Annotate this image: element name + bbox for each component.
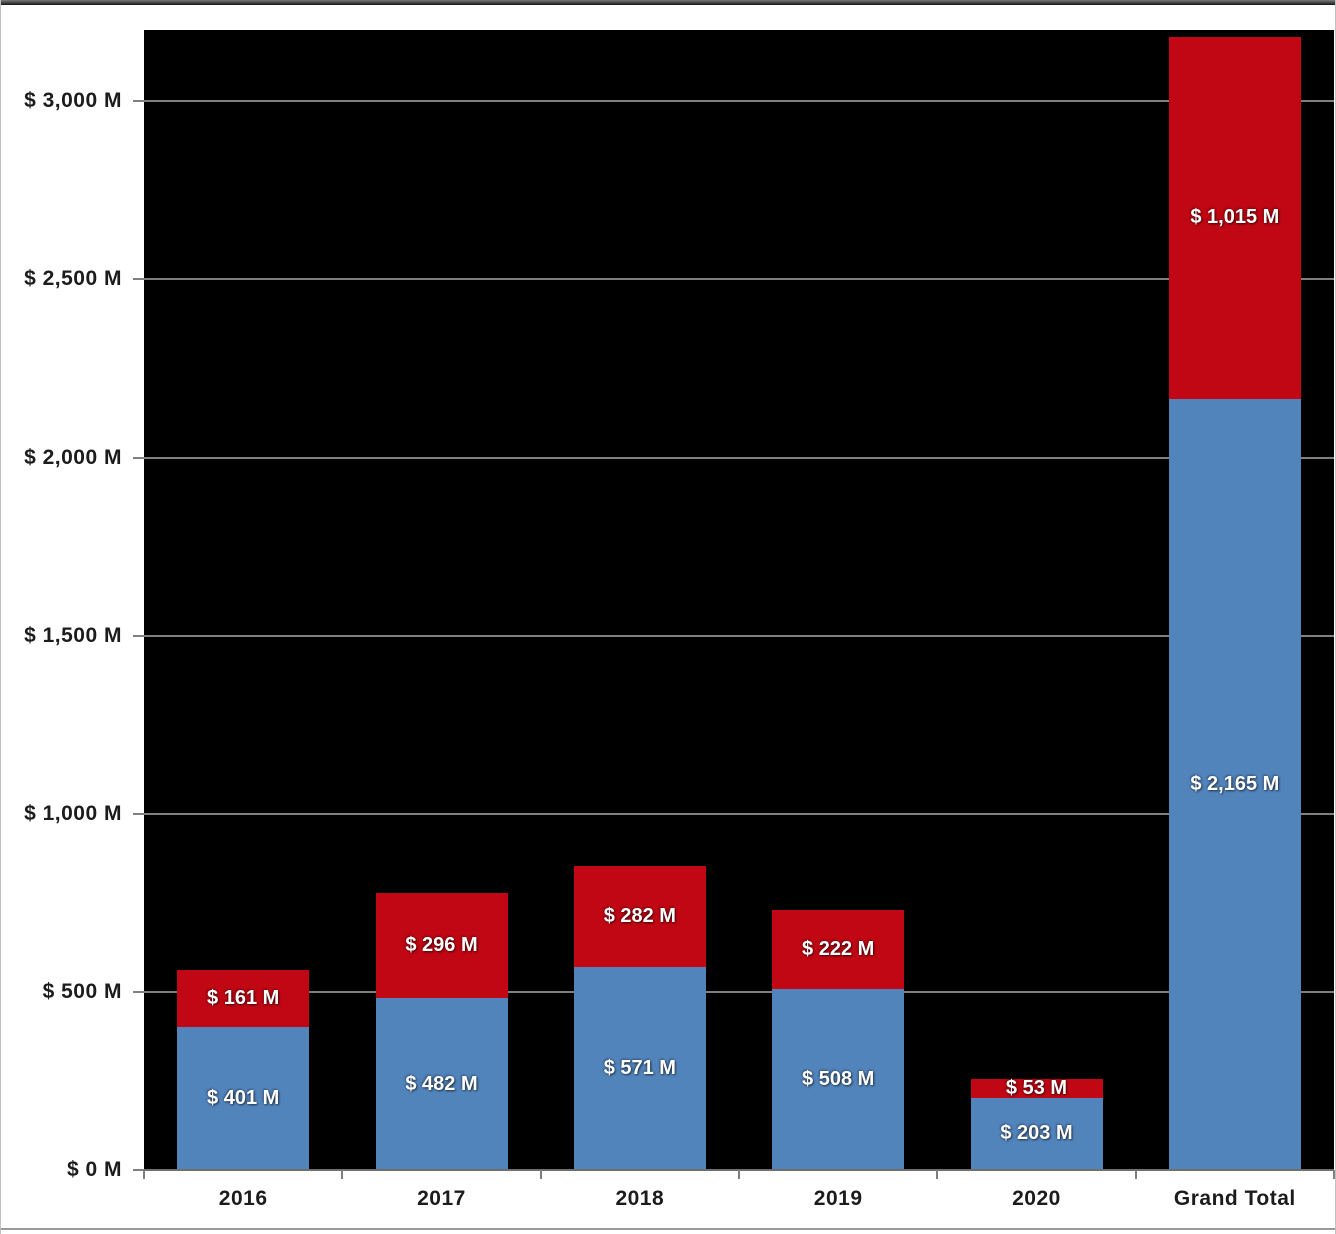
chart-frame-top-edge <box>1 0 1335 5</box>
bar-label: $ 2,165 M <box>1190 772 1280 795</box>
bar-2019-blue-segment: $ 508 M <box>772 989 905 1170</box>
y-tick-2500 <box>133 278 144 281</box>
bar-label: $ 282 M <box>603 904 676 927</box>
gridline-2000 <box>144 456 1334 459</box>
y-axis-label-text: $ 2,000 M <box>24 445 122 469</box>
bar-2020-blue-segment: $ 203 M <box>970 1097 1103 1170</box>
bar-label: $ 161 M <box>207 986 280 1009</box>
bar-grand-total-red-segment: $ 1,015 M <box>1168 37 1301 399</box>
x-axis-label-2019: 2019 <box>739 1184 937 1214</box>
bar-label: $ 53 M <box>1005 1076 1068 1099</box>
y-tick-500 <box>133 990 144 993</box>
x-axis-label-2017: 2017 <box>342 1184 540 1214</box>
y-axis-label-text: $ 1,500 M <box>24 623 122 647</box>
x-axis-label-2020: 2020 <box>937 1184 1135 1214</box>
x-tick-4 <box>936 1170 939 1179</box>
bar-2017-red-segment: $ 296 M <box>375 892 508 999</box>
x-tick-0 <box>143 1170 145 1179</box>
bar-label: $ 203 M <box>1000 1122 1073 1145</box>
x-tick-1 <box>341 1170 344 1179</box>
gridline-500 <box>144 990 1334 993</box>
x-axis-label-2016: 2016 <box>144 1184 342 1214</box>
y-tick-1000 <box>133 812 144 815</box>
gridline-3000 <box>144 100 1334 103</box>
y-axis-label-2000: $ 2,000 M <box>1 443 122 473</box>
x-tick-5 <box>1134 1170 1137 1179</box>
x-axis-label-text: 2019 <box>813 1187 863 1210</box>
y-axis-label-1500: $ 1,500 M <box>1 621 122 651</box>
bar-label: $ 482 M <box>405 1072 478 1095</box>
x-axis-label-grand-total: Grand Total <box>1136 1184 1334 1214</box>
y-tick-3000 <box>133 100 144 103</box>
y-tick-1500 <box>133 634 144 637</box>
x-tick-2 <box>539 1170 542 1179</box>
y-axis-label-text: $ 3,000 M <box>24 89 122 113</box>
bar-label: $ 222 M <box>802 937 875 960</box>
x-axis-label-text: 2017 <box>417 1187 466 1210</box>
y-axis-label-text: $ 0 M <box>66 1158 122 1181</box>
y-axis-label-500: $ 500 M <box>1 977 122 1007</box>
bar-label: $ 1,015 M <box>1190 206 1280 229</box>
bar-2016-red-segment: $ 161 M <box>177 969 310 1028</box>
bar-2019-red-segment: $ 222 M <box>772 909 905 990</box>
y-axis-label-3000: $ 3,000 M <box>1 86 122 116</box>
y-axis-label-2500: $ 2,500 M <box>1 264 122 294</box>
x-tick-6 <box>1333 1170 1335 1179</box>
x-tick-3 <box>738 1170 740 1179</box>
plot-area <box>144 30 1334 1170</box>
y-axis-label-0: $ 0 M <box>1 1155 122 1185</box>
bar-label: $ 508 M <box>802 1068 875 1090</box>
gridline-1500 <box>144 634 1334 637</box>
bar-2020-red-segment: $ 53 M <box>970 1076 1103 1099</box>
bar-label: $ 571 M <box>603 1056 676 1079</box>
bar-2018-blue-segment: $ 571 M <box>573 966 706 1170</box>
bar-2016-blue-segment: $ 401 M <box>177 1027 310 1170</box>
bar-2017-blue-segment: $ 482 M <box>375 998 508 1170</box>
y-tick-2000 <box>133 456 144 459</box>
y-tick-0 <box>133 1169 144 1171</box>
chart-frame-bottom-edge <box>1 1228 1335 1230</box>
y-axis-label-1000: $ 1,000 M <box>1 799 122 829</box>
y-axis-label-text: $ 500 M <box>42 979 122 1003</box>
x-axis-label-text: Grand Total <box>1173 1187 1296 1210</box>
gridline-2500 <box>144 278 1334 281</box>
bar-2018-red-segment: $ 282 M <box>573 866 706 967</box>
x-axis-label-text: 2018 <box>615 1187 665 1210</box>
bar-label: $ 401 M <box>207 1087 280 1110</box>
x-axis-label-text: 2020 <box>1012 1187 1061 1210</box>
bar-label: $ 296 M <box>405 934 478 957</box>
bar-grand-total-blue-segment: $ 2,165 M <box>1168 398 1301 1170</box>
x-axis-label-text: 2016 <box>218 1187 268 1210</box>
x-axis-label-2018: 2018 <box>541 1184 739 1214</box>
y-axis-label-text: $ 1,000 M <box>24 801 122 825</box>
y-axis-label-text: $ 2,500 M <box>24 267 122 291</box>
gridline-1000 <box>144 812 1334 815</box>
